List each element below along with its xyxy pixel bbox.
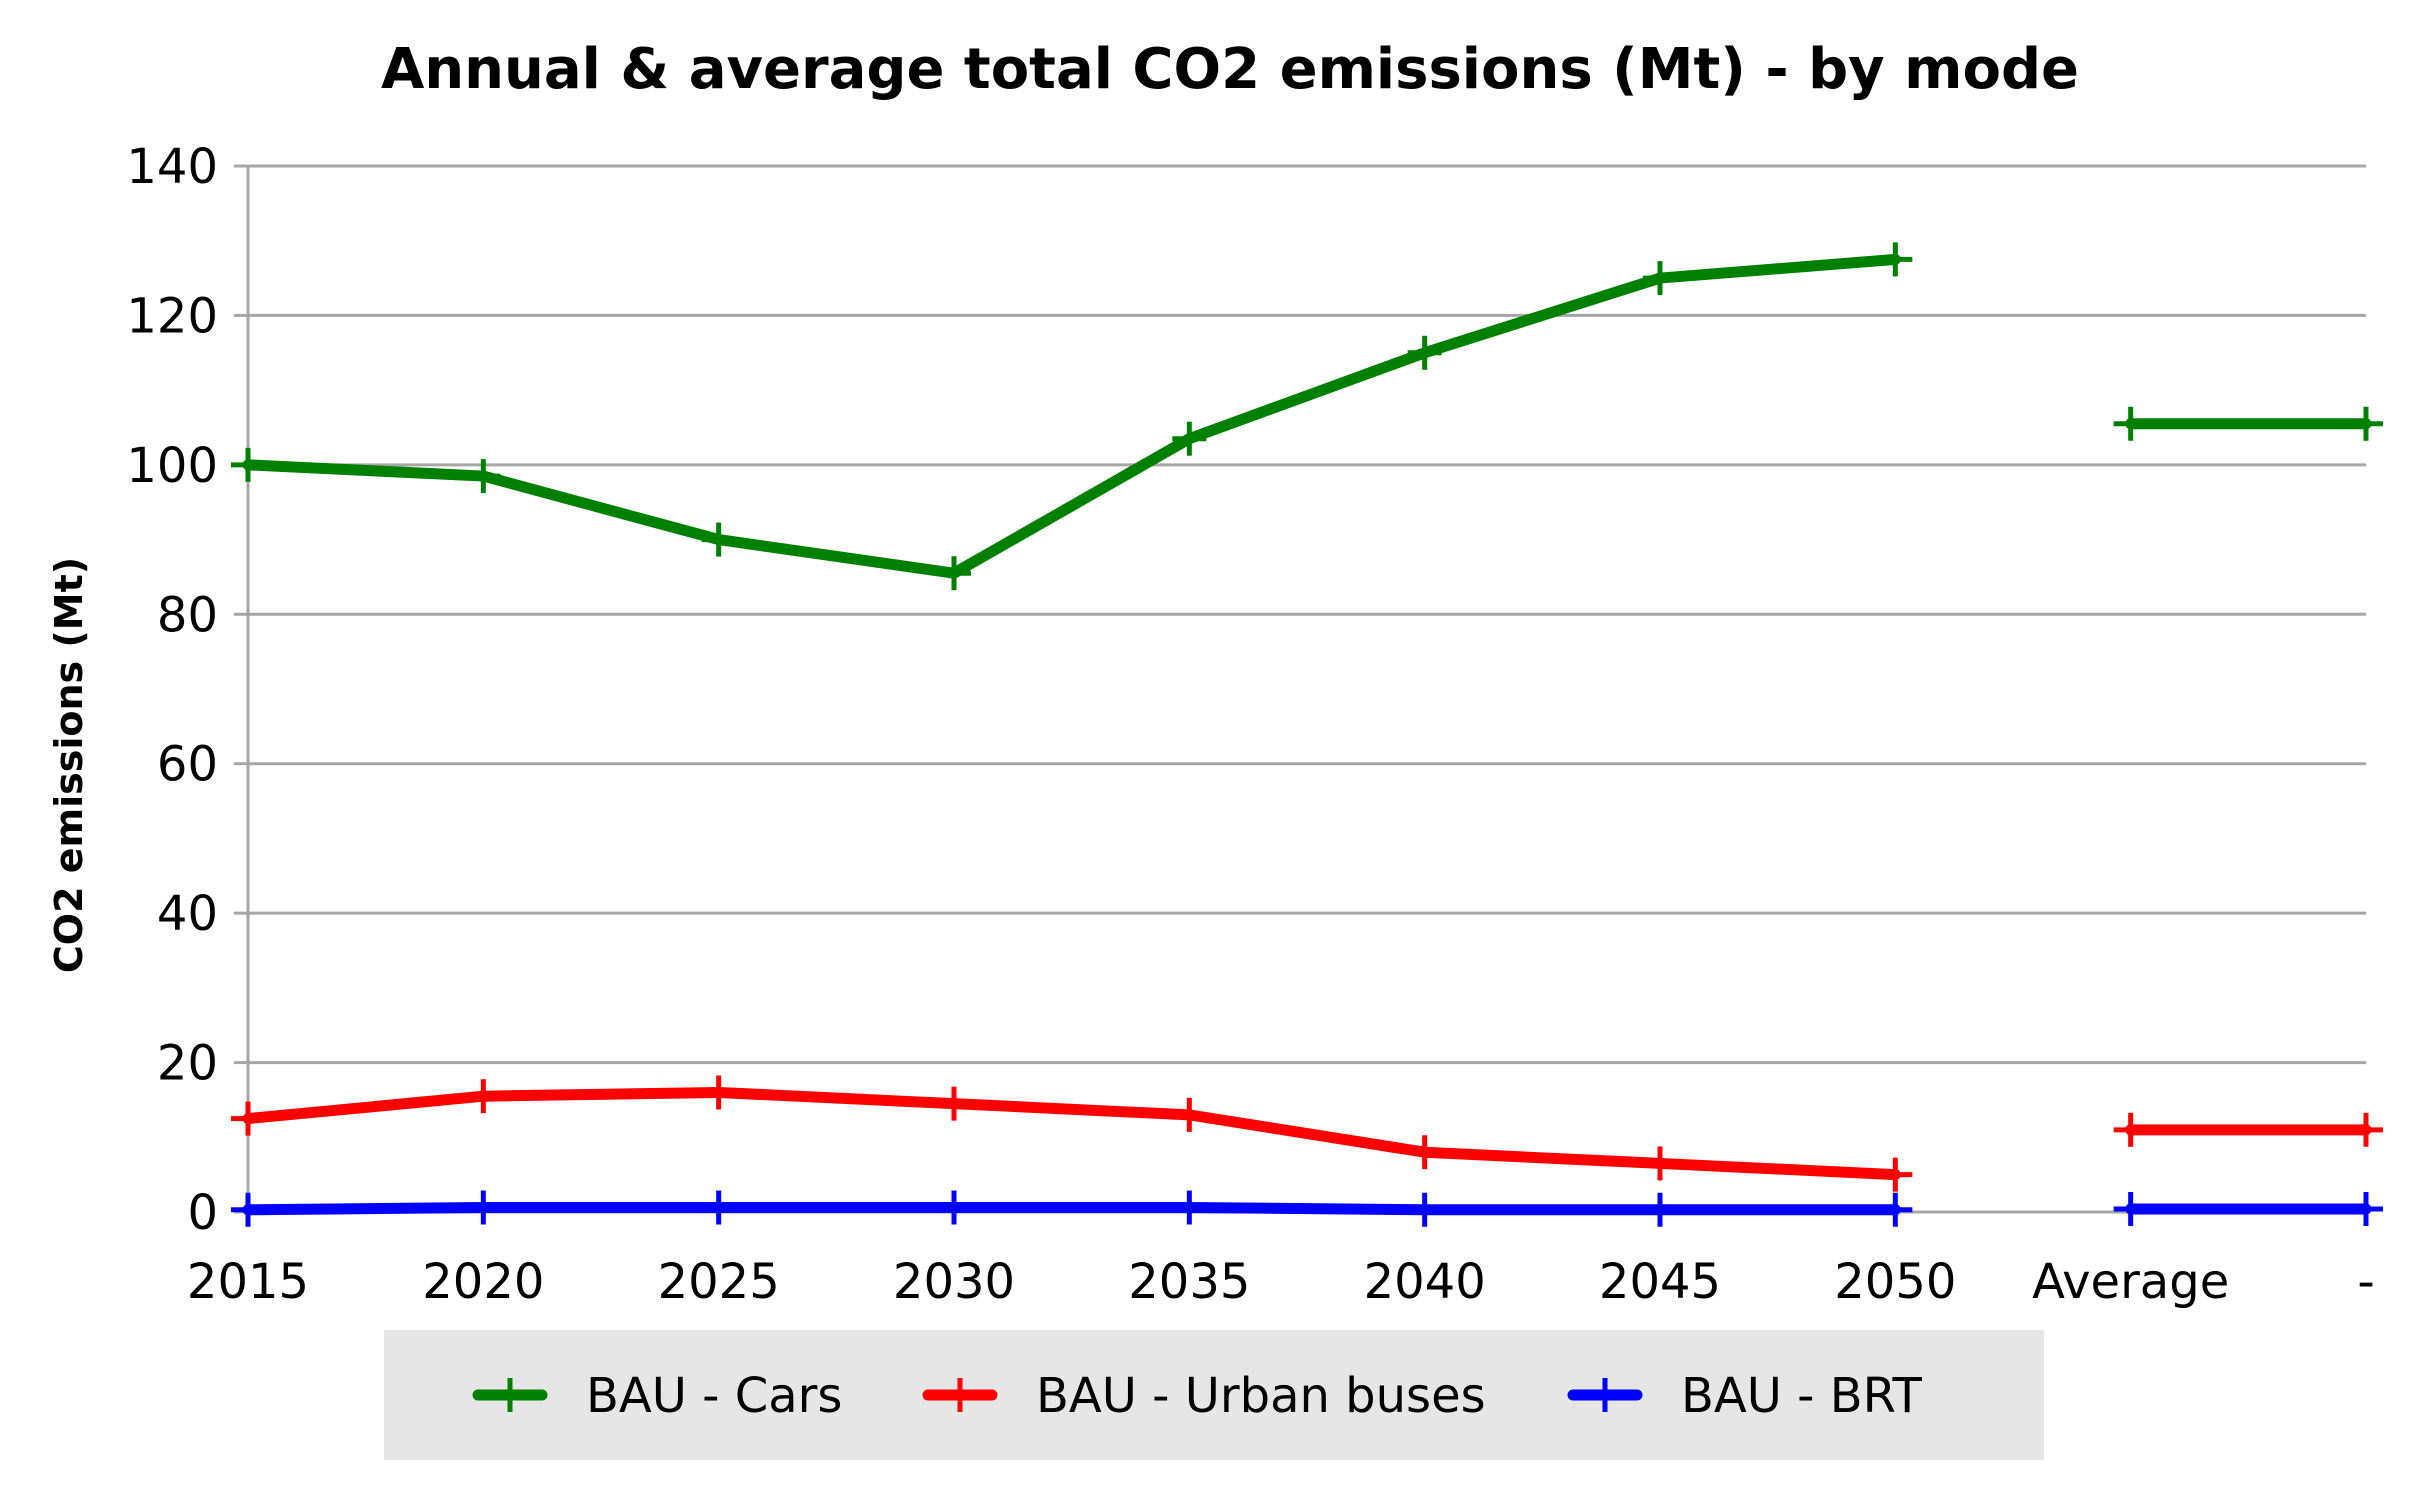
data-point bbox=[1643, 1192, 1677, 1227]
data-point bbox=[231, 1192, 265, 1227]
data-point bbox=[466, 1190, 501, 1225]
x-tick-label: 2035 bbox=[1128, 1254, 1250, 1310]
y-tick-label: 120 bbox=[126, 288, 218, 344]
y-axis-ticks: 0 20 40 60 80 100 120 140 bbox=[126, 139, 248, 1241]
data-point bbox=[937, 556, 971, 591]
data-point bbox=[701, 522, 736, 557]
y-tick-label: 40 bbox=[157, 886, 218, 942]
x-axis-ticks: 2015 2020 2025 2030 2035 2040 2045 2050 Average - bbox=[187, 1254, 2375, 1310]
data-point bbox=[1172, 1097, 1207, 1132]
average-point bbox=[2113, 406, 2148, 441]
y-tick-label: 140 bbox=[126, 139, 218, 195]
data-point bbox=[1643, 261, 1677, 296]
gridlines bbox=[248, 164, 2366, 1065]
average-point bbox=[2349, 1112, 2383, 1147]
data-point bbox=[701, 1190, 736, 1225]
x-tick-label: 2040 bbox=[1364, 1254, 1486, 1310]
series-line bbox=[242, 1086, 1901, 1181]
series-2 bbox=[231, 1190, 2383, 1227]
series-line bbox=[242, 253, 1901, 579]
y-tick-label: 100 bbox=[126, 438, 218, 494]
data-point bbox=[701, 1075, 736, 1110]
series-line bbox=[242, 1202, 1901, 1216]
chart-title: Annual & average total CO2 emissions (Mt… bbox=[381, 37, 2079, 102]
series bbox=[231, 242, 2383, 1227]
x-tick-label: 2030 bbox=[893, 1254, 1015, 1310]
legend-label: BAU - Urban buses bbox=[1036, 1368, 1486, 1424]
legend-marker bbox=[1588, 1378, 1622, 1412]
x-tick-label: 2045 bbox=[1599, 1254, 1721, 1310]
average-point bbox=[2113, 1112, 2148, 1147]
data-point bbox=[1878, 1157, 1913, 1192]
data-point bbox=[1878, 1192, 1913, 1227]
data-point bbox=[1407, 335, 1442, 370]
x-tick-label: 2020 bbox=[422, 1254, 544, 1310]
data-point bbox=[1172, 421, 1207, 456]
chart-title-group: Annual & average total CO2 emissions (Mt… bbox=[381, 37, 2079, 102]
series-0 bbox=[231, 242, 2383, 591]
data-point bbox=[231, 1101, 265, 1136]
x-tick-label: Average bbox=[2032, 1254, 2229, 1310]
x-tick-label: - bbox=[2357, 1254, 2374, 1310]
data-point bbox=[1407, 1135, 1442, 1170]
x-tick-label: 2025 bbox=[658, 1254, 780, 1310]
average-point bbox=[2113, 1192, 2148, 1227]
legend-box bbox=[384, 1330, 2044, 1460]
y-axis-label: CO2 emissions (Mt) bbox=[47, 557, 91, 973]
legend-entry: BAU - BRT bbox=[1567, 1368, 1923, 1424]
x-tick-label: 2015 bbox=[187, 1254, 309, 1310]
average-point bbox=[2349, 406, 2383, 441]
data-point bbox=[231, 447, 265, 482]
legend-label: BAU - Cars bbox=[586, 1368, 842, 1424]
legend-marker bbox=[943, 1378, 977, 1412]
data-point bbox=[466, 1079, 501, 1114]
x-tick-label: 2050 bbox=[1834, 1254, 1956, 1310]
legend-label: BAU - BRT bbox=[1681, 1368, 1923, 1424]
data-point bbox=[1172, 1190, 1207, 1225]
y-tick-label: 20 bbox=[157, 1036, 218, 1092]
y-tick-label: 0 bbox=[187, 1185, 218, 1241]
legend-marker bbox=[493, 1378, 527, 1412]
y-tick-label: 60 bbox=[157, 737, 218, 793]
y-tick-label: 80 bbox=[157, 587, 218, 643]
legend: BAU - Cars BAU - Urban buses BAU - BRT bbox=[384, 1330, 2044, 1460]
data-point bbox=[937, 1086, 971, 1121]
data-point bbox=[466, 459, 501, 494]
average-point bbox=[2349, 1192, 2383, 1227]
data-point bbox=[1643, 1146, 1677, 1181]
data-point bbox=[1407, 1192, 1442, 1227]
axes bbox=[246, 166, 2366, 1214]
series-1 bbox=[231, 1075, 2383, 1192]
data-point bbox=[1878, 242, 1913, 277]
legend-entry: BAU - Cars bbox=[472, 1368, 842, 1424]
data-point bbox=[937, 1190, 971, 1225]
legend-entry: BAU - Urban buses bbox=[922, 1368, 1486, 1424]
